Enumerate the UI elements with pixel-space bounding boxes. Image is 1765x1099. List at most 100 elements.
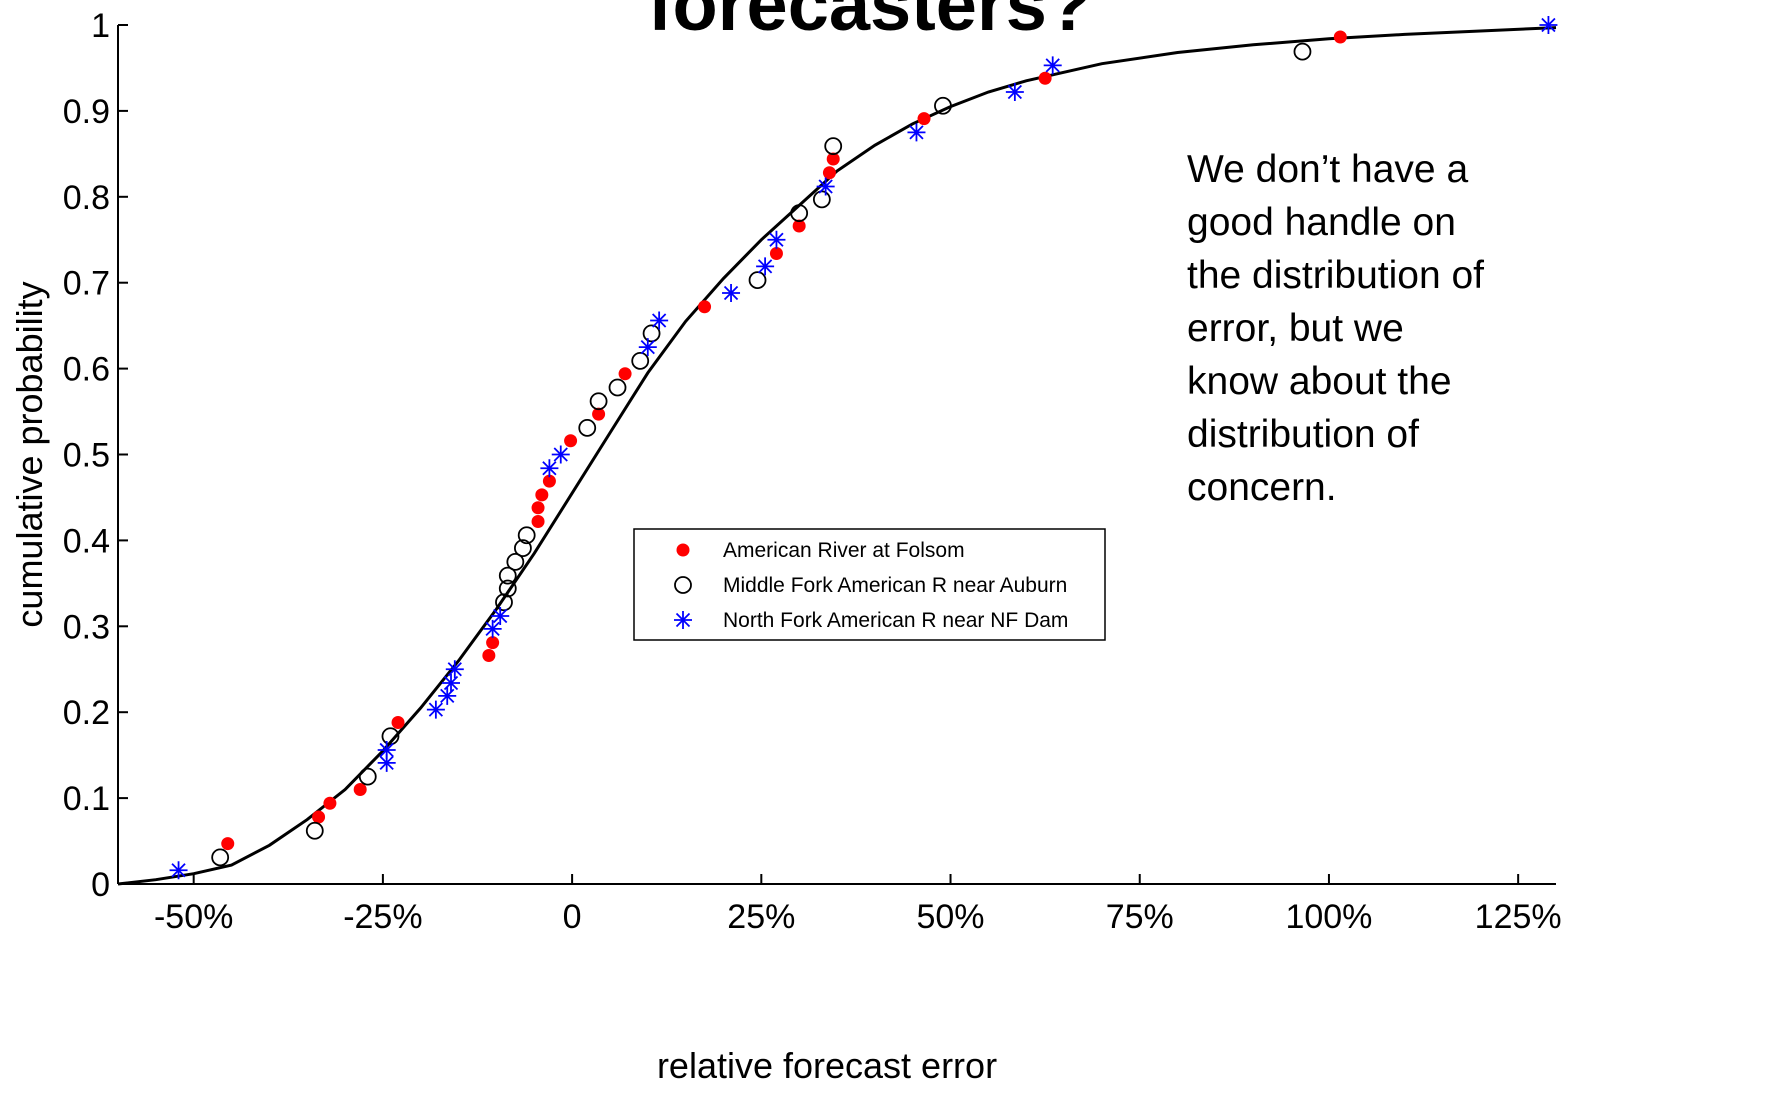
data-point — [542, 474, 556, 488]
data-point — [907, 123, 926, 142]
asterisk-stroke — [652, 313, 667, 328]
asterisk-stroke — [1541, 17, 1556, 33]
data-point — [377, 740, 396, 759]
asterisk-stroke — [542, 461, 557, 476]
slide-title: forecasters? — [647, 0, 1093, 46]
data-point — [592, 407, 606, 421]
y-tick-label: 0.2 — [63, 694, 110, 732]
data-point — [618, 367, 632, 381]
data-point — [312, 810, 326, 824]
data-point — [631, 351, 650, 370]
data-point — [531, 515, 545, 529]
asterisk-stroke — [757, 259, 773, 274]
x-tick-label: -25% — [343, 898, 422, 936]
y-tick-label: 0.5 — [63, 437, 110, 475]
data-point — [816, 177, 835, 196]
asterisk-stroke — [909, 125, 924, 140]
asterisk-stroke — [818, 179, 833, 194]
asterisk-stroke — [379, 742, 394, 758]
asterisk-stroke — [553, 447, 568, 462]
data-point — [498, 579, 517, 598]
data-point — [391, 716, 405, 730]
data-point — [445, 660, 464, 679]
annotation-text: We don’t have a good handle on the distr… — [1187, 148, 1485, 509]
data-point — [812, 190, 831, 209]
data-point — [221, 837, 235, 851]
x-tick-label: 75% — [1106, 898, 1174, 936]
data-point — [514, 539, 532, 558]
data-point — [578, 418, 597, 437]
data-point — [305, 821, 324, 840]
data-point — [769, 246, 783, 260]
series-american-river-folsom — [221, 30, 1347, 851]
data-point — [486, 636, 500, 650]
asterisk-stroke — [171, 863, 186, 878]
data-points-layer — [169, 16, 1558, 880]
asterisk-stroke — [443, 675, 459, 691]
data-point — [483, 619, 502, 638]
asterisk-stroke — [493, 608, 508, 624]
data-point — [358, 767, 377, 786]
series-middle-fork-auburn — [211, 42, 1312, 867]
data-point — [426, 700, 445, 719]
asterisk-stroke — [428, 702, 444, 717]
asterisk-stroke — [1007, 84, 1022, 100]
legend-marker — [674, 576, 692, 594]
axes: -50% -25% 0 25% 50% 75% 100% 125% 0 0.1 0.2 0.3 0.4 0… — [9, 7, 1562, 1086]
x-tick-label: 0 — [563, 898, 582, 936]
data-point — [608, 378, 627, 397]
data-point — [698, 300, 712, 314]
legend-marker — [674, 611, 692, 629]
series-north-fork-nf-dam — [169, 16, 1558, 880]
data-point — [1333, 30, 1347, 44]
data-point — [767, 230, 786, 249]
data-point — [826, 152, 840, 166]
y-tick-label: 0 — [91, 866, 110, 904]
data-point — [517, 526, 536, 545]
data-point — [792, 219, 806, 233]
y-tick-label: 0.1 — [63, 780, 110, 818]
data-point — [498, 566, 517, 585]
data-point — [824, 137, 843, 156]
data-point — [638, 338, 657, 357]
x-tick-label: 100% — [1285, 898, 1372, 936]
y-tick-label: 1 — [91, 7, 110, 45]
data-point — [491, 606, 510, 625]
y-tick-label: 0.8 — [63, 179, 110, 217]
asterisk-stroke — [379, 755, 394, 771]
x-tick-label: 125% — [1475, 898, 1562, 936]
data-point — [381, 727, 400, 746]
asterisk-stroke — [485, 621, 500, 637]
y-tick-label: 0.4 — [63, 522, 110, 560]
x-tick-label: 25% — [727, 898, 795, 936]
data-point — [323, 796, 337, 810]
legend-marker — [676, 543, 690, 557]
data-point — [506, 552, 525, 571]
y-tick-label: 0.3 — [63, 608, 110, 646]
data-point — [722, 284, 741, 303]
data-point — [748, 271, 767, 290]
data-point — [495, 593, 513, 612]
data-point — [1293, 42, 1312, 61]
asterisk-stroke — [769, 232, 784, 247]
data-point — [934, 96, 952, 115]
asterisk-stroke — [675, 612, 691, 628]
data-point — [790, 204, 809, 223]
legend-box — [633, 528, 1106, 641]
data-point — [822, 166, 836, 180]
asterisk-stroke — [640, 339, 655, 355]
legend-label: Middle Fork American R near Auburn — [723, 574, 1067, 597]
x-axis-label: relative forecast error — [657, 1045, 997, 1086]
data-point — [1539, 16, 1558, 34]
data-point — [756, 257, 775, 276]
x-tick-label: -50% — [154, 898, 233, 936]
asterisk-stroke — [447, 662, 462, 677]
legend: American River at Folsom Middle Fork Amer… — [633, 528, 1106, 641]
data-point — [564, 434, 578, 448]
data-point — [540, 459, 559, 478]
legend-label: American River at Folsom — [723, 539, 965, 562]
data-point — [1038, 71, 1052, 85]
x-tick-label: 50% — [916, 898, 984, 936]
